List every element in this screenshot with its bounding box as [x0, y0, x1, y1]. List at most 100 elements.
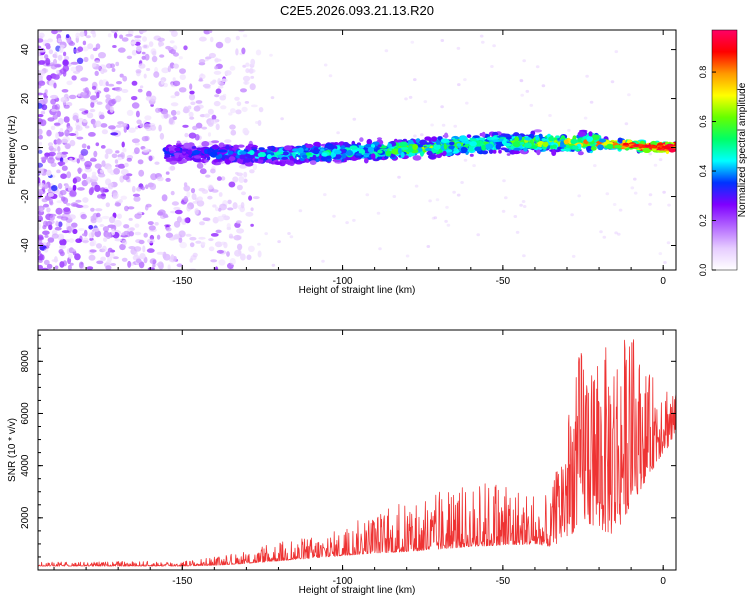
heatmap-noise-cell — [408, 95, 413, 99]
heatmap-band-cell — [359, 137, 364, 142]
heatmap-noise-cell — [46, 263, 53, 269]
heatmap-noise-cell — [414, 184, 419, 188]
heatmap-noise-cell — [122, 174, 130, 181]
heatmap-noise-cell — [201, 189, 209, 194]
heatmap-noise-cell — [95, 120, 102, 128]
heatmap-noise-cell — [463, 158, 468, 162]
heatmap-noise-cell — [128, 127, 136, 133]
heatmap-noise-cell — [110, 30, 119, 34]
heatmap-noise-cell — [179, 241, 187, 249]
heatmap-band-cell — [292, 148, 299, 152]
heatmap-noise-cell — [125, 33, 133, 37]
heatmap-noise-cell — [101, 215, 110, 220]
heatmap-band-cell — [560, 148, 566, 152]
heatmap-noise-cell — [195, 100, 203, 104]
heatmap-noise-cell — [130, 41, 137, 45]
heatmap-noise-cell — [127, 260, 132, 268]
heatmap-band-cell — [232, 147, 238, 151]
heatmap-x-tick-label: -50 — [496, 276, 511, 287]
heatmap-noise-cell — [48, 49, 54, 55]
heatmap-noise-cell — [131, 185, 136, 193]
heatmap-noise-cell — [189, 116, 195, 120]
heatmap-noise-cell — [81, 143, 87, 149]
heatmap-noise-cell — [205, 56, 212, 60]
heatmap-noise-cell — [214, 266, 219, 270]
heatmap-noise-cell — [115, 61, 120, 67]
heatmap-band-cell — [548, 136, 555, 142]
heatmap-noise-cell — [174, 91, 180, 97]
heatmap-noise-cell — [89, 187, 94, 192]
heatmap-noise-cell — [90, 54, 95, 60]
heatmap-noise-cell — [38, 145, 41, 151]
heatmap-noise-cell — [178, 87, 187, 93]
heatmap-noise-cell — [242, 64, 247, 68]
heatmap-noise-cell — [147, 238, 155, 244]
heatmap-noise-cell — [77, 93, 81, 97]
heatmap-noise-cell — [42, 97, 48, 105]
heatmap-noise-cell — [156, 251, 165, 255]
heatmap-noise-cell — [75, 199, 82, 203]
snr-x-tick-label: 0 — [660, 576, 666, 587]
heatmap-noise-cell — [44, 183, 49, 189]
heatmap-noise-cell — [98, 52, 106, 59]
heatmap-noise-cell — [134, 231, 142, 236]
heatmap-noise-cell — [155, 107, 161, 113]
heatmap-band-cell — [617, 137, 623, 143]
heatmap-band-cell — [533, 129, 542, 133]
heatmap-noise-cell — [87, 145, 91, 150]
heatmap-band-cell — [370, 153, 376, 160]
heatmap-band-cell — [402, 138, 407, 142]
heatmap-noise-cell — [76, 57, 84, 64]
heatmap-noise-cell — [96, 91, 100, 99]
heatmap-noise-cell — [189, 242, 195, 248]
heatmap-noise-cell — [59, 157, 64, 163]
heatmap-noise-cell — [663, 261, 667, 264]
heatmap-noise-cell — [277, 240, 281, 244]
snr-panel: 2000 4000 6000 8000 -150 -100 -50 0 Height of … — [7, 329, 677, 596]
heatmap-noise-cell — [107, 247, 113, 253]
heatmap-noise-cell — [38, 162, 43, 168]
heatmap-band-cell — [468, 146, 475, 152]
heatmap-band-cell — [364, 157, 369, 164]
heatmap-noise-cell — [238, 30, 245, 33]
heatmap-noise-cell — [91, 230, 95, 238]
heatmap-noise-cell — [193, 105, 201, 112]
heatmap-band-cell — [542, 141, 549, 148]
snr-x-tick-label: -50 — [496, 576, 511, 587]
heatmap-band-cell — [370, 144, 376, 148]
heatmap-band-cell — [512, 150, 521, 155]
heatmap-noise-cell — [515, 230, 520, 234]
heatmap-noise-cell — [167, 264, 171, 270]
heatmap-noise-cell — [199, 221, 205, 226]
heatmap-band-cell — [239, 151, 247, 155]
heatmap-noise-cell — [244, 80, 248, 85]
heatmap-noise-cell — [145, 126, 153, 132]
heatmap-noise-cell — [161, 194, 168, 202]
heatmap-noise-cell — [40, 156, 49, 161]
heatmap-noise-cell — [38, 32, 45, 39]
heatmap-x-axis-label: Height of straight line (km) — [299, 285, 416, 296]
heatmap-band-cell — [387, 143, 392, 149]
heatmap-band-cell — [577, 131, 586, 137]
heatmap-noise-cell — [137, 88, 143, 93]
heatmap-noise-cell — [38, 215, 43, 222]
heatmap-noise-cell — [189, 90, 195, 95]
heatmap-y-tick-label: -20 — [20, 189, 31, 204]
heatmap-noise-cell — [111, 153, 118, 159]
heatmap-noise-cell — [240, 253, 246, 261]
heatmap-noise-cell — [99, 114, 105, 120]
heatmap-noise-cell — [96, 212, 101, 218]
heatmap-noise-cell — [145, 96, 152, 101]
heatmap-noise-cell — [183, 106, 189, 114]
heatmap-noise-cell — [38, 45, 42, 49]
heatmap-noise-cell — [59, 245, 64, 249]
heatmap-noise-cell — [133, 246, 142, 252]
snr-y-tick-label: 6000 — [20, 402, 31, 425]
heatmap-band-cell — [274, 161, 282, 165]
heatmap-noise-cell — [47, 117, 55, 122]
heatmap-band-cell — [313, 141, 321, 147]
heatmap-noise-cell — [209, 36, 214, 43]
heatmap-band-cell — [278, 149, 284, 153]
heatmap-band-cell — [513, 147, 522, 152]
heatmap-noise-cell — [105, 265, 112, 270]
